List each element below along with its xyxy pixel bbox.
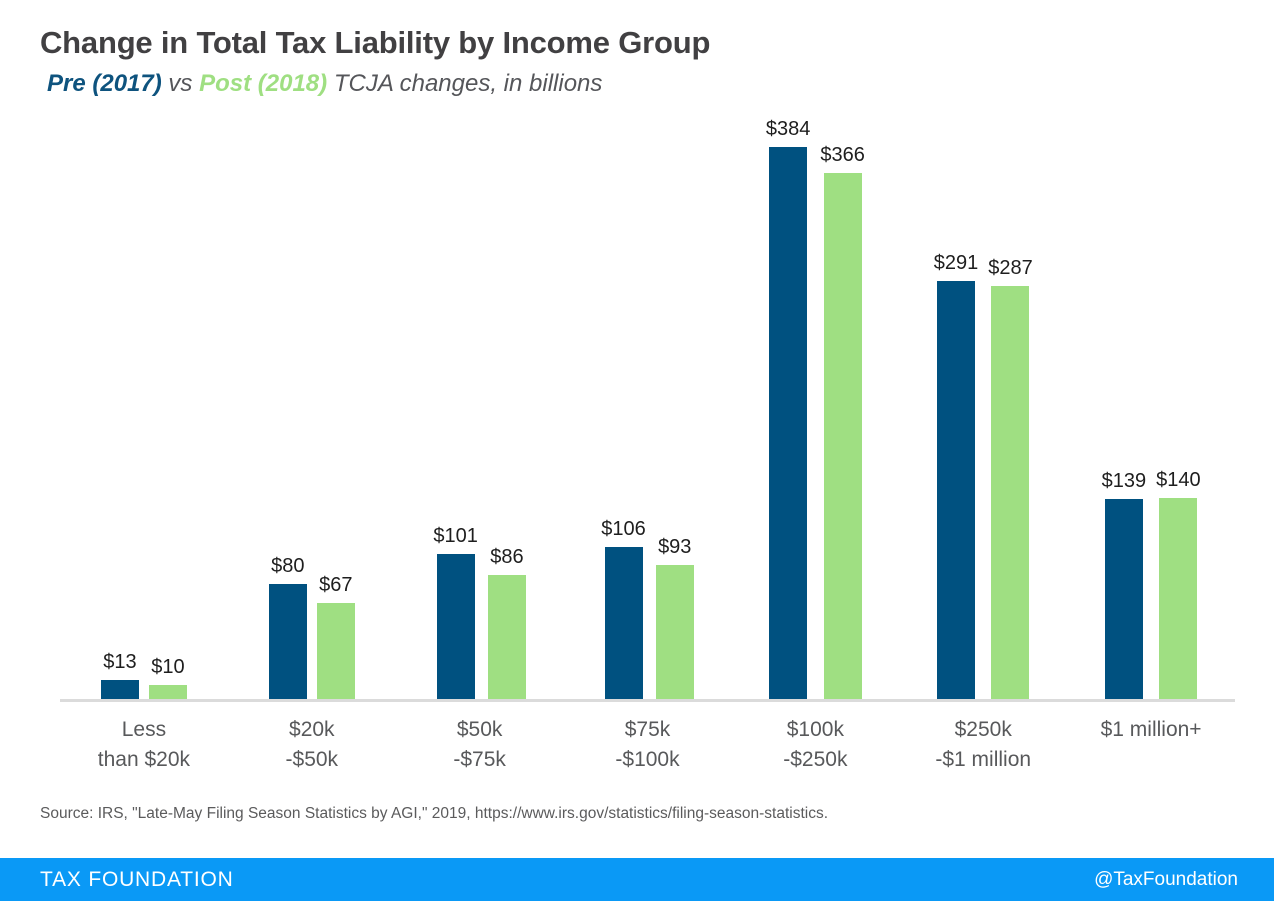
bar-value-label: $80: [271, 555, 305, 577]
footer-bar: TAX FOUNDATION @TaxFoundation: [0, 858, 1274, 901]
legend-pre-2017: Pre (2017): [47, 70, 162, 97]
bar-value-label: $93: [658, 536, 692, 558]
bar-value-label: $384: [765, 118, 811, 140]
bar-value-label: $106: [601, 518, 646, 540]
bar-value-label: $287: [988, 257, 1033, 279]
bar-pre-2017: [604, 547, 643, 699]
x-axis-category-label: Less than $20k: [97, 718, 191, 771]
bar-group: $139 $140: [1067, 120, 1235, 699]
bar-column-post-2018: $93: [655, 536, 694, 699]
bar-column-pre-2017: $101: [433, 525, 478, 699]
plot-area: $13 $10 $80 $67 $101 $86 $106 $93 $384 $366 $291 $2…: [60, 118, 1235, 702]
source-note: Source: IRS, "Late-May Filing Season Sta…: [40, 805, 829, 822]
bar-column-post-2018: $366: [820, 144, 865, 699]
bar-post-2018: [1159, 498, 1198, 699]
bar-pre-2017: [268, 584, 307, 699]
bar-pre-2017: [100, 680, 139, 699]
bar-value-label: $13: [103, 651, 137, 673]
bar-post-2018: [655, 565, 694, 699]
bar-column-pre-2017: $80: [268, 555, 307, 699]
bar-post-2018: [823, 173, 862, 699]
bar-column-pre-2017: $291: [933, 252, 979, 699]
bar-value-label: $10: [151, 656, 185, 678]
x-axis-category-label: $250k -$1 million: [935, 718, 1032, 771]
bar-pre-2017: [1104, 499, 1143, 699]
x-axis-category-label: $100k -$250k: [783, 718, 848, 771]
bar-column-post-2018: $287: [988, 257, 1033, 699]
bar-group: $80 $67: [228, 120, 396, 699]
bar-column-pre-2017: $139: [1101, 470, 1147, 699]
x-axis-category-label: $20k -$50k: [285, 718, 339, 771]
x-axis-category-label: $75k -$100k: [615, 718, 680, 771]
bar-value-label: $366: [820, 144, 865, 166]
x-axis-category-label: $50k -$75k: [453, 718, 506, 771]
bar-column-post-2018: $140: [1156, 469, 1201, 699]
bar-value-label: $140: [1156, 469, 1201, 491]
bar-column-post-2018: $86: [487, 546, 526, 699]
bar-post-2018: [991, 286, 1030, 699]
bar-value-label: $291: [933, 252, 979, 274]
brand-name: TAX FOUNDATION: [40, 867, 234, 891]
x-axis-category-label: $1 million+: [1100, 718, 1202, 741]
bar-group: $106 $93: [564, 120, 732, 699]
bar-pre-2017: [436, 554, 475, 699]
bar-value-label: $67: [319, 574, 353, 596]
bar-column-post-2018: $67: [316, 574, 355, 699]
bar-post-2018: [487, 575, 526, 699]
x-axis-labels: Less than $20k $20k -$50k $50k -$75k $75k -…: [60, 702, 1235, 775]
subtitle-vs-text: vs: [161, 70, 200, 97]
bar-column-pre-2017: $106: [601, 518, 646, 699]
legend-post-2018: Post (2018): [199, 70, 328, 97]
bar-pre-2017: [769, 147, 808, 699]
bar-post-2018: [148, 685, 187, 699]
bar-column-pre-2017: $13: [100, 651, 139, 699]
bar-group: $13 $10: [60, 120, 228, 699]
chart-header: Change in Total Tax Liability by Income …: [0, 0, 1274, 98]
bar-pre-2017: [936, 281, 975, 699]
bar-value-label: $139: [1101, 470, 1147, 492]
bar-group: $384 $366: [731, 118, 899, 699]
subtitle-rest-text: TCJA changes, in billions: [327, 70, 603, 97]
bar-chart: $13 $10 $80 $67 $101 $86 $106 $93 $384 $366 $291 $2…: [60, 118, 1235, 775]
bar-post-2018: [316, 603, 355, 699]
bar-column-pre-2017: $384: [765, 118, 811, 699]
bar-group: $291 $287: [899, 120, 1067, 699]
bar-value-label: $101: [433, 525, 478, 547]
twitter-handle: @TaxFoundation: [1094, 868, 1238, 890]
bar-value-label: $86: [490, 546, 524, 568]
chart-subtitle: Pre (2017) vs Post (2018) TCJA changes, …: [47, 70, 1234, 98]
bar-group: $101 $86: [396, 120, 564, 699]
bar-column-post-2018: $10: [148, 656, 187, 699]
page-title: Change in Total Tax Liability by Income …: [40, 25, 711, 60]
